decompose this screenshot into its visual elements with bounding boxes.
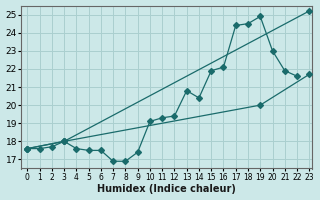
X-axis label: Humidex (Indice chaleur): Humidex (Indice chaleur)	[97, 184, 236, 194]
